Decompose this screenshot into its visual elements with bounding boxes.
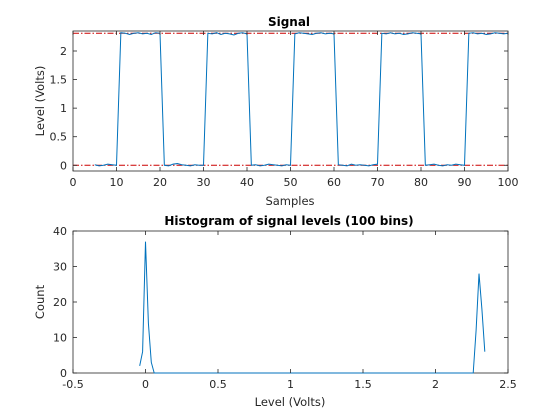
histogram-y-tick-label: 10	[53, 332, 67, 345]
signal-y-tick-label: 0	[60, 159, 67, 172]
histogram-subplot: Histogram of signal levels (100 bins) -0…	[33, 214, 517, 409]
signal-x-axis-label: Samples	[265, 194, 314, 208]
signal-x-tick-label: 80	[414, 176, 428, 189]
signal-x-tick-label: 10	[110, 176, 124, 189]
histogram-y-tick-label: 30	[53, 261, 67, 274]
signal-title: Signal	[268, 15, 310, 29]
signal-x-tick-label: 70	[371, 176, 385, 189]
signal-x-tick-label: 20	[153, 176, 167, 189]
signal-x-tick-label: 50	[284, 176, 298, 189]
signal-series	[94, 32, 509, 167]
signal-y-tick-label: 1	[60, 102, 67, 115]
signal-y-tick-label: 2	[60, 45, 67, 58]
histogram-x-tick-label: 0.5	[209, 378, 227, 391]
signal-x-tick-label: 60	[327, 176, 341, 189]
signal-x-tick-label: 0	[70, 176, 77, 189]
signal-y-ticks: 0 0.5 1 1.5 2	[50, 45, 508, 172]
histogram-x-tick-label: 2	[432, 378, 439, 391]
histogram-y-tick-label: 0	[60, 367, 67, 380]
histogram-x-tick-label: 1	[287, 378, 294, 391]
histogram-axes-box	[72, 230, 509, 374]
signal-x-tick-label: 100	[498, 176, 519, 189]
histogram-y-ticks: 0 10 20 30 40	[53, 225, 508, 380]
histogram-x-axis-label: Level (Volts)	[255, 395, 326, 409]
histogram-title: Histogram of signal levels (100 bins)	[164, 214, 413, 228]
histogram-x-tick-label: -0.5	[62, 378, 83, 391]
histogram-y-tick-label: 20	[53, 296, 67, 309]
signal-axes-box	[72, 30, 509, 172]
signal-y-axis-label: Level (Volts)	[33, 66, 47, 137]
histogram-x-tick-label: 0	[142, 378, 149, 391]
signal-y-tick-label: 0.5	[50, 131, 68, 144]
signal-x-tick-label: 90	[458, 176, 472, 189]
signal-subplot: Signal 0 10 20 30 40 50 60 70 80 90 100 00.511.52 …	[33, 15, 519, 208]
histogram-x-tick-label: 1.5	[354, 378, 372, 391]
histogram-x-tick-label: 2.5	[499, 378, 517, 391]
signal-x-ticks: 0 10 20 30 40 50 60 70 80 90 100	[70, 31, 519, 189]
signal-y-tick-label: 1.5	[50, 74, 68, 87]
signal-x-tick-label: 30	[197, 176, 211, 189]
signal-x-tick-label: 40	[240, 176, 254, 189]
histogram-y-tick-label: 40	[53, 225, 67, 238]
histogram-y-axis-label: Count	[33, 284, 47, 319]
signal-series-line	[94, 32, 509, 167]
histogram-x-ticks: -0.5 0 0.5 1 1.5 2 2.5	[62, 231, 517, 391]
